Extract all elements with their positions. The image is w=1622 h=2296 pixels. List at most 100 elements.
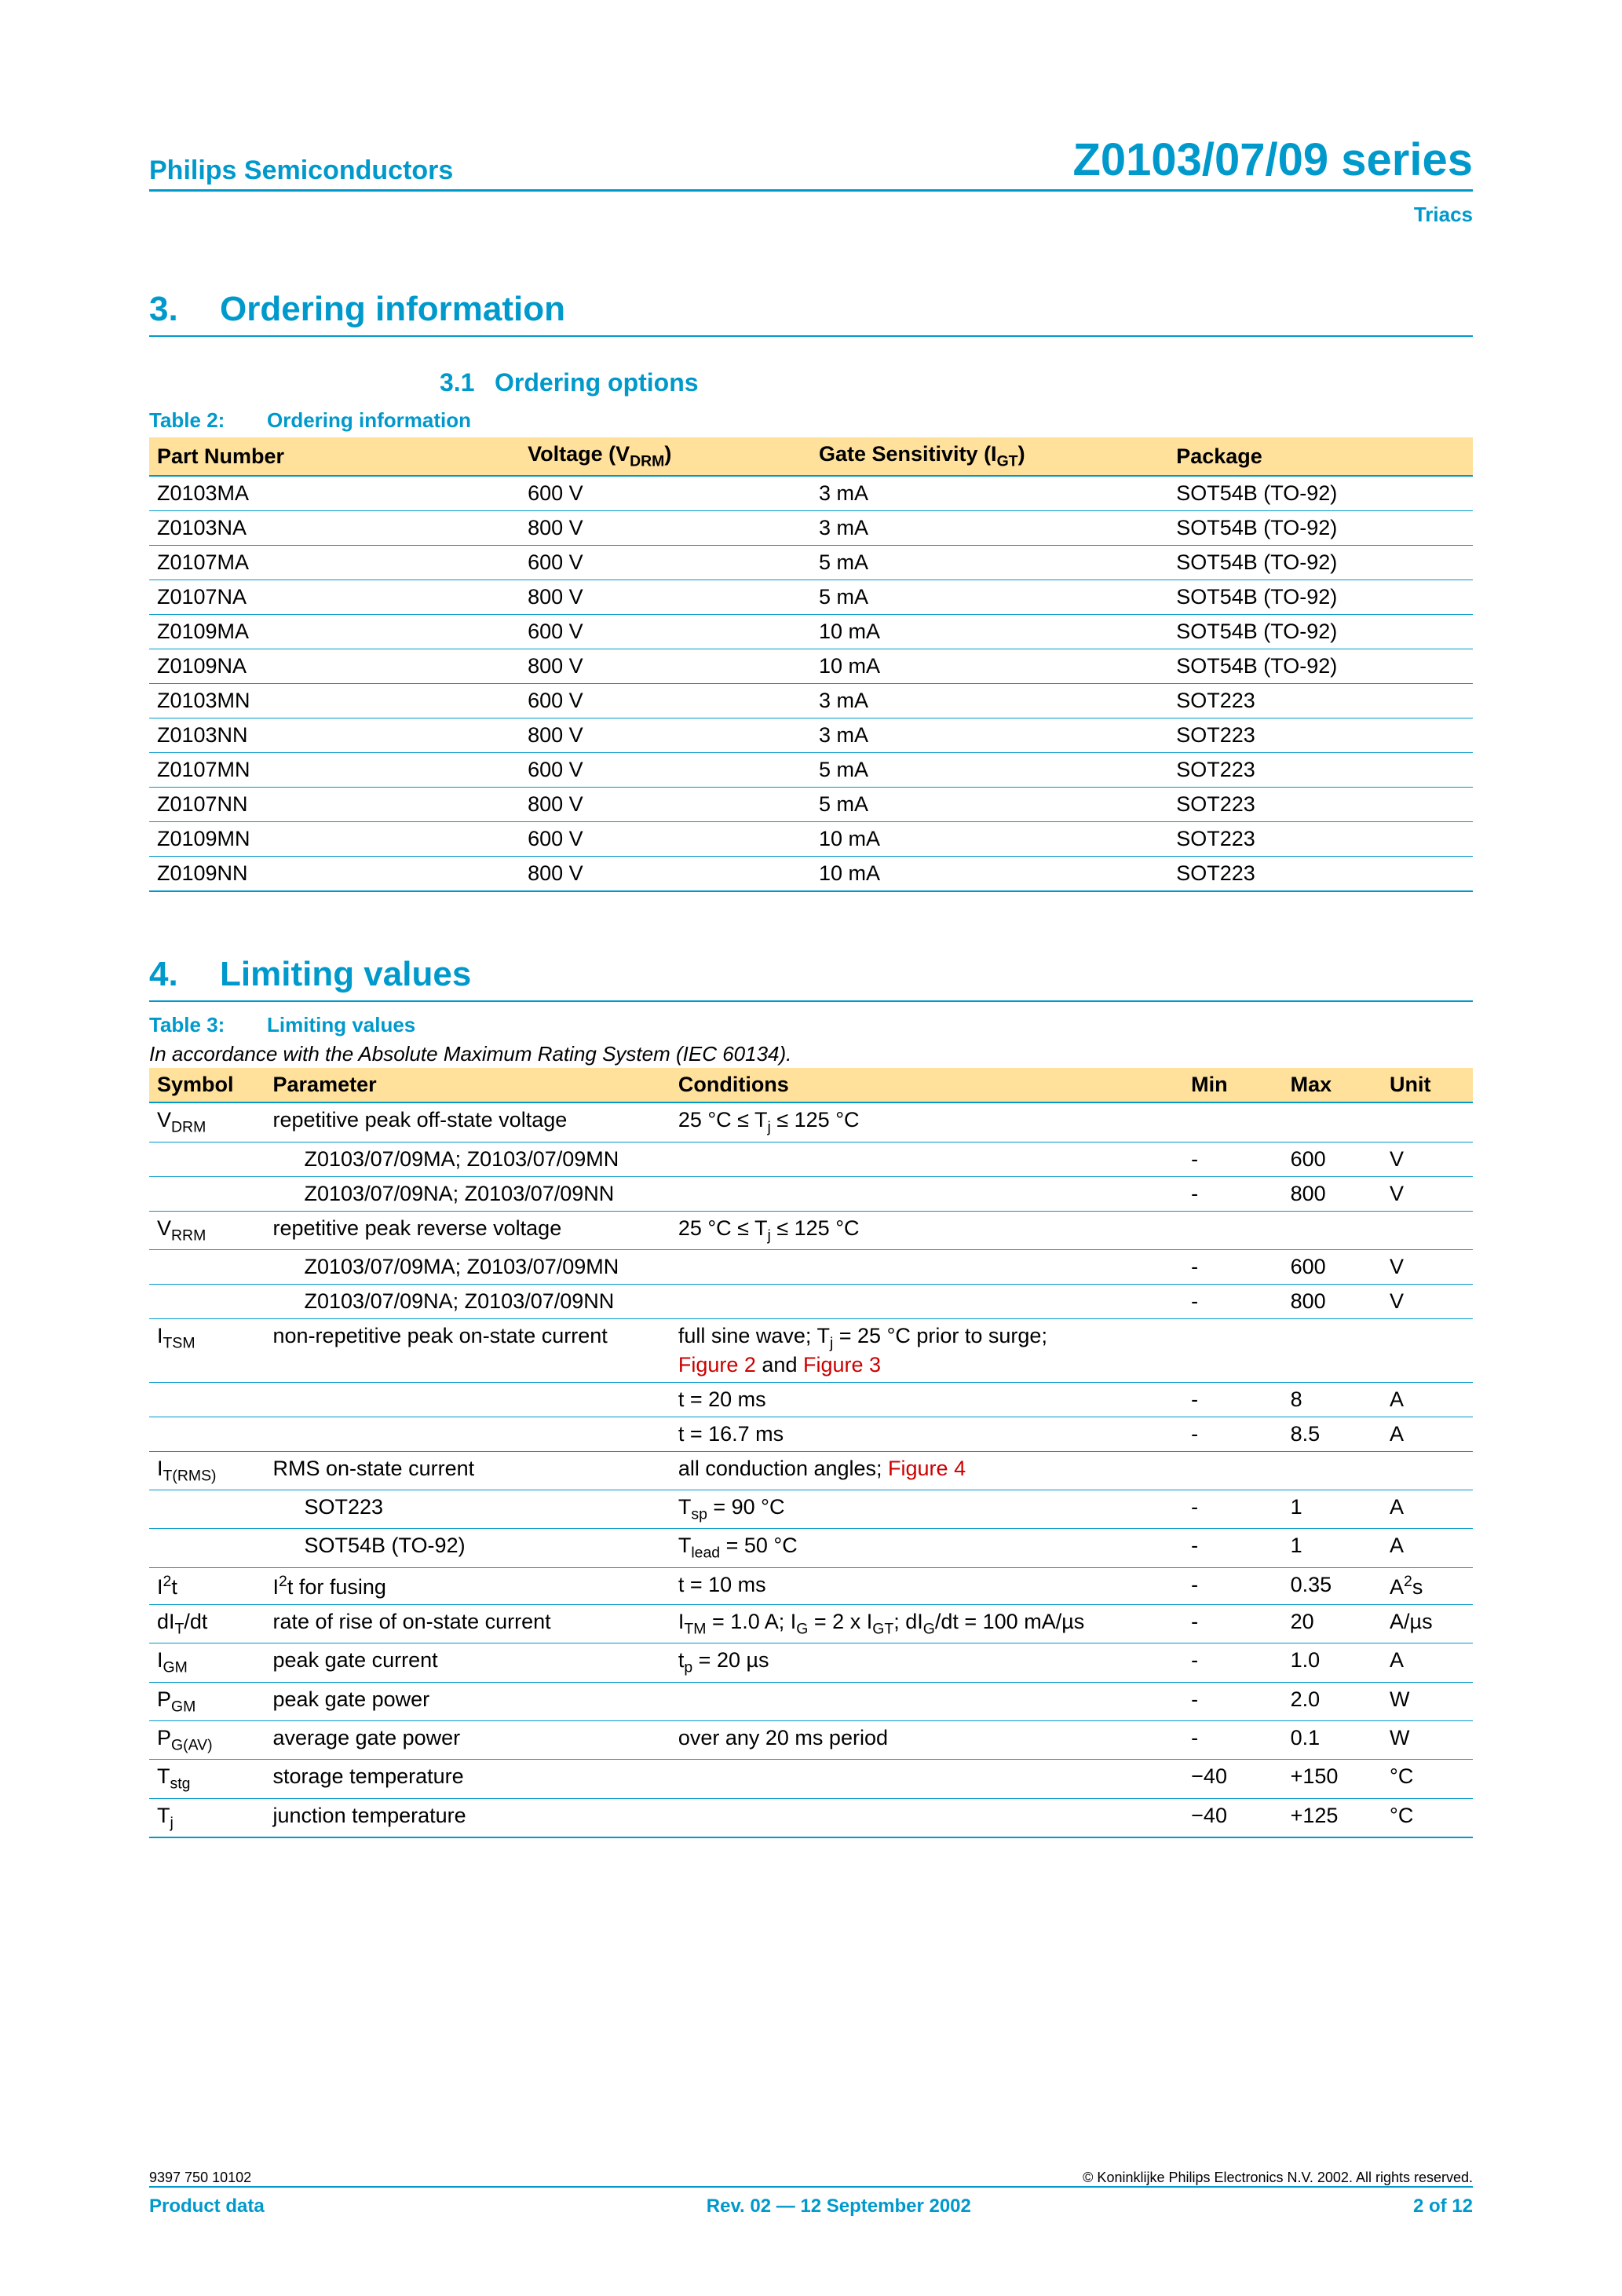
table-row: Z0107MA600 V5 mASOT54B (TO-92)	[149, 546, 1473, 580]
table-cell: SOT223	[1168, 684, 1473, 718]
t3-row-itsm: ITSM non-repetitive peak on-state curren…	[149, 1319, 1473, 1382]
t3-vdrm-parameter: repetitive peak off-state voltage	[265, 1102, 670, 1142]
t3-igm-conditions: tp = 20 µs	[670, 1643, 1183, 1682]
t3-pgav-max: 0.1	[1283, 1720, 1382, 1759]
t3-col-min: Min	[1183, 1068, 1282, 1102]
table-cell: SOT223	[1168, 857, 1473, 892]
t3-i2t-symbol: I2t	[149, 1567, 265, 1604]
table-cell: Z0109MA	[149, 615, 520, 649]
table-cell: 5 mA	[811, 546, 1168, 580]
t3-vrrm-symbol: VRRM	[149, 1211, 265, 1249]
t3-vrrm-b-par: Z0103/07/09NA; Z0103/07/09NN	[265, 1285, 670, 1319]
table-row: Z0109NN800 V10 mASOT223	[149, 857, 1473, 892]
footer-docnum: 9397 750 10102	[149, 2170, 251, 2186]
t3-vrrm-a-max: 600	[1283, 1250, 1382, 1285]
table-row: Z0109MN600 V10 mASOT223	[149, 822, 1473, 857]
t3-itsm-b-con: t = 16.7 ms	[670, 1417, 1183, 1451]
t3-row-tj: Tj junction temperature −40 +125 °C	[149, 1798, 1473, 1837]
t3-pgm-parameter: peak gate power	[265, 1682, 670, 1720]
table-row: Z0109MA600 V10 mASOT54B (TO-92)	[149, 615, 1473, 649]
t3-itsm-b-unit: A	[1382, 1417, 1473, 1451]
t3-vrrm-b-max: 800	[1283, 1285, 1382, 1319]
footer-center: Rev. 02 — 12 September 2002	[707, 2195, 971, 2217]
t3-row-vdrm-b: Z0103/07/09NA; Z0103/07/09NN - 800 V	[149, 1176, 1473, 1211]
t3-vdrm-b-max: 800	[1283, 1176, 1382, 1211]
t3-pgav-parameter: average gate power	[265, 1720, 670, 1759]
brand-name: Philips Semiconductors	[149, 155, 453, 186]
t3-pgav-symbol: PG(AV)	[149, 1720, 265, 1759]
table-cell: 3 mA	[811, 511, 1168, 546]
t3-itsm-conditions: full sine wave; Tj = 25 °C prior to surg…	[670, 1319, 1183, 1382]
section-3-1-number: 3.1	[440, 368, 495, 397]
t3-itrms-b-min: -	[1183, 1529, 1282, 1567]
table-cell: SOT223	[1168, 788, 1473, 822]
t3-igm-min: -	[1183, 1643, 1282, 1682]
table-cell: 800 V	[520, 649, 811, 684]
table-cell: 5 mA	[811, 753, 1168, 788]
section-4-number: 4.	[149, 955, 220, 994]
t3-pgav-min: -	[1183, 1720, 1282, 1759]
table-cell: Z0107MN	[149, 753, 520, 788]
figure-2-ref[interactable]: Figure 2	[678, 1353, 756, 1377]
t3-vdrm-a-min: -	[1183, 1142, 1282, 1176]
t3-tj-min: −40	[1183, 1798, 1282, 1837]
t2-col-package: Package	[1168, 437, 1473, 476]
table-cell: Z0109MN	[149, 822, 520, 857]
table-cell: SOT54B (TO-92)	[1168, 649, 1473, 684]
table-cell: Z0103NA	[149, 511, 520, 546]
t3-row-itsm-a: t = 20 ms - 8 A	[149, 1382, 1473, 1417]
table-3: Symbol Parameter Conditions Min Max Unit…	[149, 1068, 1473, 1838]
table-3-title: Limiting values	[267, 1013, 415, 1036]
t3-i2t-conditions: t = 10 ms	[670, 1567, 1183, 1604]
table-cell: 5 mA	[811, 580, 1168, 615]
table-cell: SOT223	[1168, 718, 1473, 753]
t3-col-parameter: Parameter	[265, 1068, 670, 1102]
t3-tstg-unit: °C	[1382, 1760, 1473, 1798]
table-cell: 600 V	[520, 753, 811, 788]
table-cell: 800 V	[520, 718, 811, 753]
t3-didt-conditions: ITM = 1.0 A; IG = 2 x IGT; dIG/dt = 100 …	[670, 1604, 1183, 1643]
table-cell: 3 mA	[811, 718, 1168, 753]
t3-didt-unit: A/µs	[1382, 1604, 1473, 1643]
footer-bar: Product data Rev. 02 — 12 September 2002…	[149, 2186, 1473, 2217]
table-cell: 10 mA	[811, 615, 1168, 649]
t3-row-vrrm-a: Z0103/07/09MA; Z0103/07/09MN - 600 V	[149, 1250, 1473, 1285]
table-cell: 600 V	[520, 546, 811, 580]
t3-vrrm-b-unit: V	[1382, 1285, 1473, 1319]
table-cell: 3 mA	[811, 476, 1168, 511]
table-cell: SOT54B (TO-92)	[1168, 546, 1473, 580]
table-cell: 600 V	[520, 615, 811, 649]
table-row: Z0103MN600 V3 mASOT223	[149, 684, 1473, 718]
t3-pgav-conditions: over any 20 ms period	[670, 1720, 1183, 1759]
t3-vrrm-a-par: Z0103/07/09MA; Z0103/07/09MN	[265, 1250, 670, 1285]
t3-vrrm-b-min: -	[1183, 1285, 1282, 1319]
t3-itrms-symbol: IT(RMS)	[149, 1451, 265, 1490]
table-3-note: In accordance with the Absolute Maximum …	[149, 1042, 1473, 1066]
figure-4-ref[interactable]: Figure 4	[888, 1457, 966, 1480]
table-2: Part Number Voltage (VDRM) Gate Sensitiv…	[149, 437, 1473, 892]
table-cell: Z0103MA	[149, 476, 520, 511]
table-cell: SOT54B (TO-92)	[1168, 476, 1473, 511]
t2-col-part: Part Number	[149, 437, 520, 476]
section-4-heading: 4.Limiting values	[149, 955, 1473, 1002]
t3-tstg-parameter: storage temperature	[265, 1760, 670, 1798]
t3-pgm-unit: W	[1382, 1682, 1473, 1720]
t3-itsm-b-max: 8.5	[1283, 1417, 1382, 1451]
t3-itsm-a-max: 8	[1283, 1382, 1382, 1417]
table-cell: Z0109NA	[149, 649, 520, 684]
table-cell: Z0107MA	[149, 546, 520, 580]
t3-vdrm-a-par: Z0103/07/09MA; Z0103/07/09MN	[265, 1142, 670, 1176]
table-row: Z0103NA800 V3 mASOT54B (TO-92)	[149, 511, 1473, 546]
t3-vrrm-conditions: 25 °C ≤ Tj ≤ 125 °C	[670, 1211, 1183, 1249]
figure-3-ref[interactable]: Figure 3	[803, 1353, 881, 1377]
table-row: Z0107NN800 V5 mASOT223	[149, 788, 1473, 822]
t3-didt-symbol: dIT/dt	[149, 1604, 265, 1643]
t3-itrms-conditions: all conduction angles; Figure 4	[670, 1451, 1183, 1490]
table-cell: 600 V	[520, 822, 811, 857]
t3-vdrm-conditions: 25 °C ≤ Tj ≤ 125 °C	[670, 1102, 1183, 1142]
table-cell: SOT223	[1168, 822, 1473, 857]
table-row: Z0107NA800 V5 mASOT54B (TO-92)	[149, 580, 1473, 615]
t3-vdrm-b-par: Z0103/07/09NA; Z0103/07/09NN	[265, 1176, 670, 1211]
t3-itrms-b-par: SOT54B (TO-92)	[265, 1529, 670, 1567]
table-2-label: Table 2:	[149, 408, 267, 433]
